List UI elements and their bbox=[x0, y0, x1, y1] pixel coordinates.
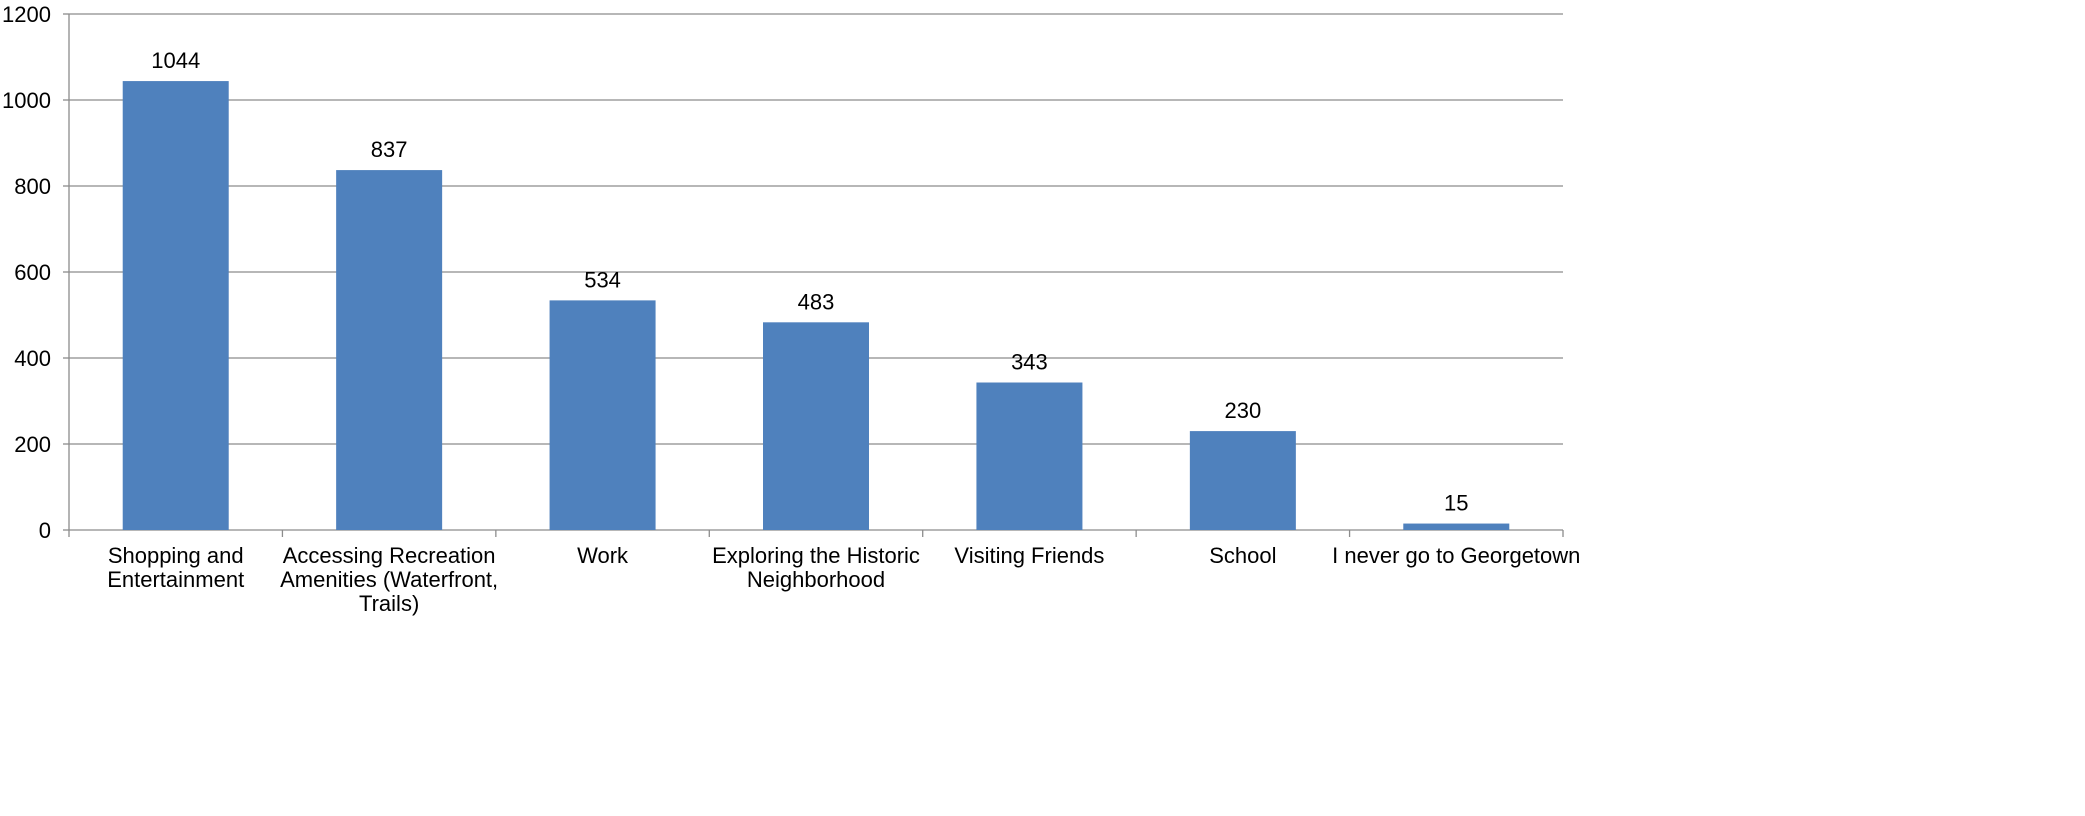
data-label: 230 bbox=[1224, 398, 1261, 423]
bar bbox=[763, 322, 869, 530]
data-labels: 1044 837 534 483 343 230 15 bbox=[151, 48, 1468, 515]
y-tick-label: 1000 bbox=[2, 88, 51, 113]
category-label-line: Accessing Recreation bbox=[283, 543, 496, 568]
y-tick-label: 0 bbox=[39, 518, 51, 543]
y-tick-label: 800 bbox=[14, 174, 51, 199]
data-label: 343 bbox=[1011, 350, 1048, 375]
data-label: 534 bbox=[584, 267, 621, 292]
category-label: Work bbox=[577, 543, 629, 568]
data-label: 15 bbox=[1444, 491, 1468, 516]
category-label: Accessing Recreation Amenities (Waterfron… bbox=[280, 543, 498, 616]
y-tick-label: 200 bbox=[14, 432, 51, 457]
bar bbox=[336, 170, 443, 530]
y-tick-label: 600 bbox=[14, 260, 51, 285]
category-label: Shopping and Entertainment bbox=[107, 543, 244, 592]
category-label: Visiting Friends bbox=[954, 543, 1104, 568]
category-label-line: Neighborhood bbox=[747, 567, 885, 592]
category-label: School bbox=[1209, 543, 1276, 568]
bar bbox=[122, 81, 229, 530]
category-label-line: Visiting Friends bbox=[954, 543, 1104, 568]
gridlines bbox=[69, 13, 1563, 445]
category-label-line: Trails) bbox=[359, 591, 419, 616]
category-label-line: School bbox=[1209, 543, 1276, 568]
category-label: Exploring the Historic Neighborhood bbox=[712, 543, 920, 592]
bar bbox=[1403, 523, 1510, 530]
data-label: 837 bbox=[371, 137, 408, 162]
y-tick-label: 400 bbox=[14, 346, 51, 371]
data-label: 1044 bbox=[151, 48, 200, 73]
bar bbox=[1189, 431, 1296, 530]
category-label-line: Amenities (Waterfront, bbox=[280, 567, 498, 592]
bars bbox=[122, 81, 1510, 530]
category-label-line: Exploring the Historic bbox=[712, 543, 920, 568]
category-labels: Shopping and Entertainment Accessing Recre… bbox=[107, 543, 1580, 616]
y-tick-label: 1200 bbox=[2, 2, 51, 27]
category-label-line: I never go to Georgetown bbox=[1332, 543, 1580, 568]
bar bbox=[549, 300, 656, 530]
data-label: 483 bbox=[798, 289, 835, 314]
bar bbox=[976, 382, 1083, 530]
y-tick-labels: 0 200 400 600 800 1000 1200 bbox=[2, 2, 51, 543]
category-label: I never go to Georgetown bbox=[1332, 543, 1580, 568]
category-label-line: Entertainment bbox=[107, 567, 244, 592]
category-label-line: Work bbox=[577, 543, 629, 568]
category-label-line: Shopping and bbox=[108, 543, 244, 568]
